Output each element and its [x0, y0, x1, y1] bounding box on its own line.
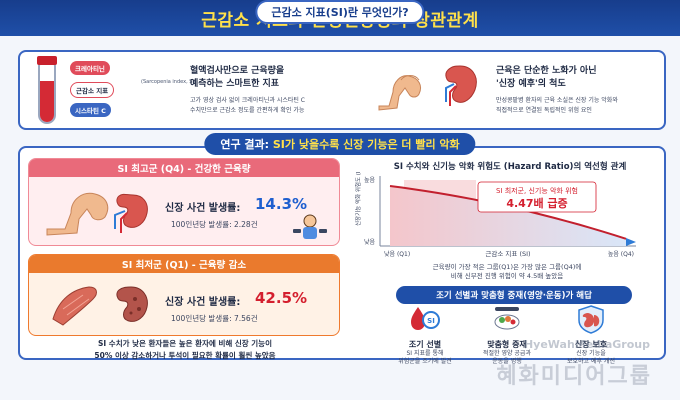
strong-arm-kidney-icon [46, 192, 148, 236]
tube-blood [40, 81, 54, 122]
strategy-3-title: 신장 보호 [574, 340, 608, 349]
section2-title-highlight: SI가 낮을수록 신장 기능은 더 빨리 악화 [272, 138, 460, 151]
card-low-stat-value: 42.5% [255, 289, 308, 307]
chart-description: 근육량이 가장 적은 그룹(Q1)은 가장 많은 그룹(Q4)에 비해 신부전 … [372, 263, 642, 281]
s1-col1-head1: 혈액검사만으로 근육량을 [190, 66, 285, 76]
strategy-protection: 신장 보호 신장 기능을 보호하고 예후 개선 [550, 304, 632, 366]
key-finding-line1: SI 수치가 낮은 환자들은 높은 환자에 비해 신장 기능이 [98, 339, 272, 348]
section2-title: 연구 결과: SI가 낮을수록 신장 기능은 더 빨리 악화 [204, 133, 476, 155]
card-si-lowest: SI 최저군 (Q1) - 근육량 감소 신장 사건 발생률: 42.5% 10… [28, 254, 340, 336]
person-exercise-icon [293, 214, 327, 239]
section1-title: 근감소 지표(SI)란 무엇인가? [255, 0, 425, 24]
strategy-1-desc2: 위험군을 조기에 발견 [398, 358, 452, 365]
chip-sarcopenia-note: (Sarcopenia index, SI) [141, 79, 196, 85]
y-axis-label: 신장기능 악화 위험도 (Hazard Ratio) [354, 172, 362, 226]
strategy-title: 조기 선별과 맞춤형 중재(영양·운동)가 해답 [396, 286, 632, 304]
callout-line1: SI 최저군, 신기능 악화 위험 [496, 186, 578, 195]
watermark-ko: 혜화미디어그룹 [496, 364, 652, 389]
risk-area [390, 186, 626, 246]
x-axis-label: 근감소 지표 (SI) [485, 249, 530, 258]
card-low-header: SI 최저군 (Q1) - 근육량 감소 [29, 255, 339, 273]
card-low-stat-label: 신장 사건 발생률: [165, 297, 241, 308]
card-high-stat-label: 신장 사건 발생률: [165, 203, 241, 214]
watermark-en: HyeWahMediaGroup [523, 338, 650, 351]
s1-col2-body2: 직접적으로 연결된 독립적인 위험 요인 [496, 107, 592, 114]
chip-cystatin: 시스타틴 C [70, 103, 111, 117]
blood-drop-si-icon: SI [411, 307, 440, 330]
blood-tube-icon [37, 56, 57, 124]
nutrition-exercise-icon [494, 307, 520, 330]
chip-sarcopenia-index: 근감소 지표 [70, 82, 115, 98]
x-right-label: 높음 (Q4) [608, 251, 634, 258]
strategy-screening: SI 조기 선별 SI 지표를 통해 위험군을 조기에 발견 [384, 304, 466, 366]
strategy-3-desc2: 보호하고 예후 개선 [567, 358, 615, 365]
hazard-ratio-chart: 높음 낮음 신장기능 악화 위험도 (Hazard Ratio) SI 최저군,… [354, 172, 636, 258]
s1-col1-body2: 수치만으로 근감소 정도를 간편하게 확인 가능 [190, 107, 305, 114]
card-high-stat-value: 14.3% [255, 195, 308, 213]
section-what-is-si [18, 50, 666, 130]
s1-col2-head1: 근육은 단순한 노화가 아닌 [496, 66, 597, 76]
s1-col1-body1: 고가 영상 검사 없이 크레아티닌과 시스타틴 C [190, 97, 305, 104]
x-left-label: 낮음 (Q1) [384, 250, 410, 258]
chart-desc-line1: 근육량이 가장 적은 그룹(Q1)은 가장 많은 그룹(Q4)에 [432, 263, 582, 271]
key-finding: SI 수치가 낮은 환자들은 높은 환자에 비해 신장 기능이 50% 이상 감… [40, 338, 330, 362]
section2-title-prefix: 연구 결과: [220, 138, 273, 151]
strategy-2-desc1: 적절한 영양 공급과 [483, 350, 531, 357]
card-high-sub: 100인년당 발생률: 2.28건 [171, 220, 258, 229]
tube-cap [37, 56, 57, 65]
strategy-3-desc1: 신장 기능을 [576, 350, 606, 357]
si-badge: SI [427, 317, 435, 325]
arrow-head [626, 238, 636, 246]
strategy-2-title: 맞춤형 중재 [487, 340, 527, 349]
s1-col2-body1: 만성콩팥병 환자의 근육 소실은 신장 기능 악화와 [496, 97, 618, 104]
y-bottom-label: 낮음 [364, 238, 376, 246]
callout-box [477, 181, 597, 213]
y-top-label: 높음 [364, 177, 376, 184]
kidney-icon [445, 65, 477, 106]
card-si-highest: SI 최고군 (Q4) - 건강한 근육량 신장 사건 발생률: 14.3% 1… [28, 158, 340, 246]
s1-col2-head2: '신장 예후'의 척도 [496, 79, 566, 89]
chart-title: SI 수치와 신기능 악화 위험도 (Hazard Ratio)의 역선형 관계 [393, 162, 627, 172]
weak-muscle-kidney-icon [52, 286, 148, 326]
card-low-sub: 100인년당 발생률: 7.56건 [171, 314, 258, 323]
chart-desc-line2: 비해 신부전 진행 위험이 약 4.5배 높았음 [450, 272, 564, 280]
card-high-header: SI 최고군 (Q4) - 건강한 근육량 [29, 159, 339, 177]
strategy-intervention: 맞춤형 중재 적절한 영양 공급과 운동을 병행 [466, 304, 548, 366]
s1-col1-head2: 예측하는 스마트한 지표 [190, 79, 280, 89]
key-finding-line2: 50% 이상 감소하거나 투석이 필요한 확률이 훨씬 높았음 [94, 351, 276, 360]
kidney-shield-icon [578, 305, 604, 334]
callout-line2: 4.47배 급증 [506, 196, 567, 210]
strategy-2-desc2: 운동을 병행 [492, 358, 522, 365]
chip-creatinine: 크레아티닌 [70, 61, 110, 75]
strategy-1-desc1: SI 지표를 통해 [406, 350, 444, 357]
flexed-arm-icon [378, 75, 422, 111]
strategy-1-title: 조기 선별 [408, 340, 442, 349]
